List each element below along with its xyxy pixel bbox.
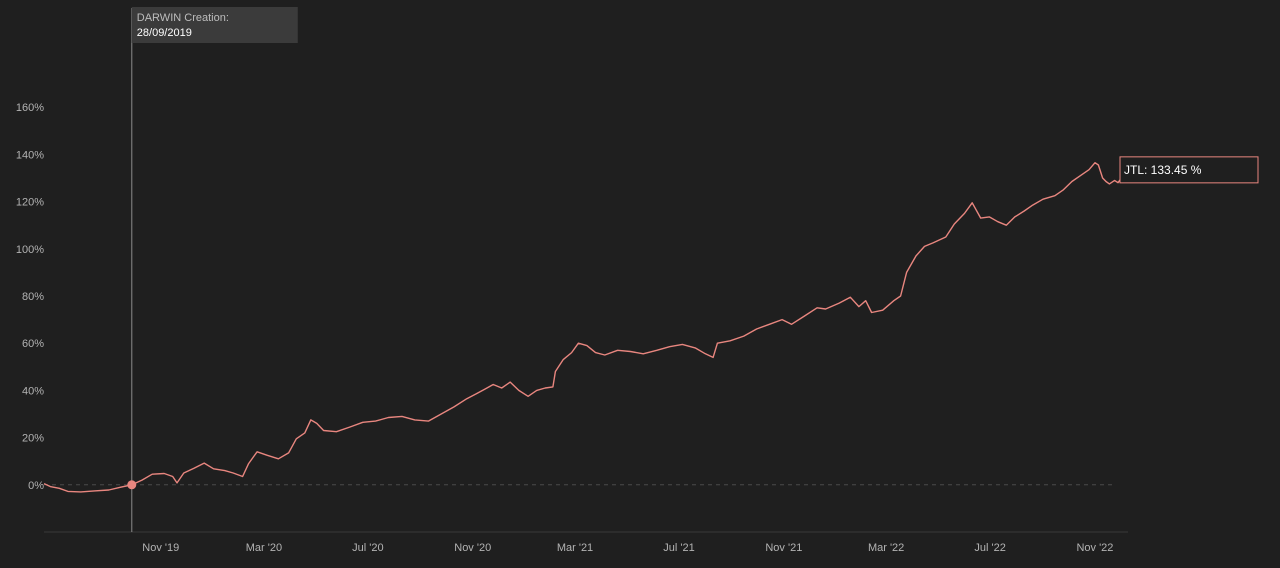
end-value-label-box — [1119, 156, 1259, 184]
x-tick-label: Jul '20 — [352, 542, 383, 554]
y-tick-label: 120% — [16, 197, 44, 209]
x-tick-label: Nov '21 — [765, 542, 802, 554]
y-tick-label: 40% — [22, 385, 44, 397]
x-tick-label: Mar '21 — [557, 542, 593, 554]
y-tick-label: 60% — [22, 338, 44, 350]
end-value-label-text: JTL: 133.45 % — [1124, 163, 1202, 177]
y-tick-label: 0% — [28, 480, 44, 492]
y-tick-label: 20% — [22, 433, 44, 445]
x-tick-label: Nov '19 — [142, 542, 179, 554]
y-tick-label: 160% — [16, 102, 44, 114]
creation-marker: DARWIN Creation: 28/09/2019 — [127, 7, 298, 532]
series-line-jtl — [43, 161, 1129, 493]
creation-marker-date: 28/09/2019 — [137, 27, 192, 39]
x-tick-label: Nov '20 — [454, 542, 491, 554]
creation-marker-dot — [127, 480, 137, 490]
series-layer — [43, 161, 1129, 493]
x-tick-label: Jul '22 — [974, 542, 1005, 554]
creation-marker-title: DARWIN Creation: — [137, 12, 229, 24]
x-tick-label: Mar '22 — [868, 542, 904, 554]
x-tick-label: Jul '21 — [663, 542, 694, 554]
x-tick-label: Mar '20 — [246, 542, 282, 554]
axes-layer: 0% 20% 40% 60% 80% 100% 120% 140% 160% Nov '19 Mar… — [16, 102, 1128, 554]
y-tick-label: 80% — [22, 291, 44, 303]
creation-marker-label-box — [131, 7, 298, 43]
y-tick-label: 100% — [16, 244, 44, 256]
end-value-label: JTL: 133.45 % — [1119, 156, 1259, 184]
x-tick-label: Nov '22 — [1076, 542, 1113, 554]
y-tick-label: 140% — [16, 149, 44, 161]
